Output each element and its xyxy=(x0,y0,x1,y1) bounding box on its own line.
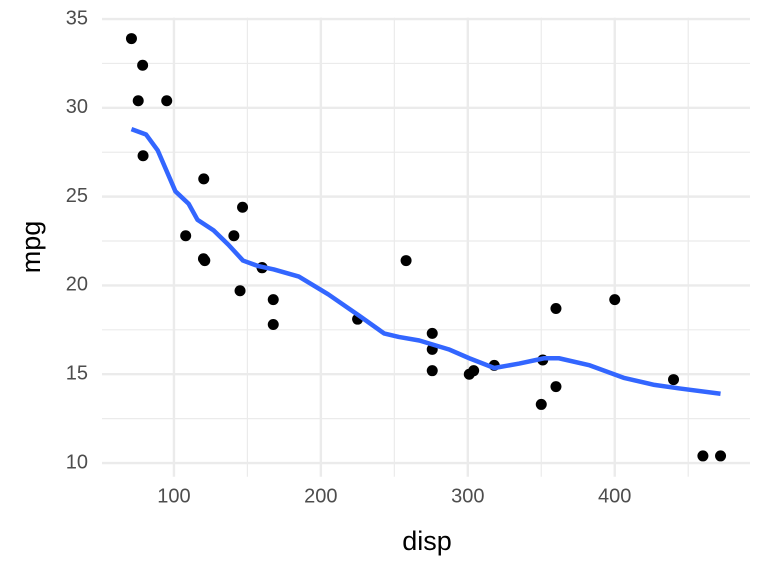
point xyxy=(267,319,279,331)
y-tick-label: 15 xyxy=(66,363,88,385)
point xyxy=(180,230,192,242)
point xyxy=(668,374,680,386)
point xyxy=(426,327,438,339)
point xyxy=(234,285,246,297)
point xyxy=(550,303,562,315)
point xyxy=(426,365,438,377)
y-tick-label: 30 xyxy=(66,96,88,118)
y-tick-label: 25 xyxy=(66,185,88,207)
y-tick-label: 10 xyxy=(66,451,88,473)
point xyxy=(267,294,279,306)
x-axis-title: disp xyxy=(402,526,452,556)
point xyxy=(199,255,211,267)
x-tick-label: 100 xyxy=(157,485,190,507)
point xyxy=(609,294,621,306)
x-tick-label: 300 xyxy=(451,485,484,507)
point xyxy=(161,95,173,107)
point xyxy=(137,150,149,162)
point xyxy=(237,201,249,213)
y-tick-label: 20 xyxy=(66,274,88,296)
smooth-line xyxy=(130,127,721,397)
x-tick-label: 400 xyxy=(598,485,631,507)
point xyxy=(550,381,562,393)
point xyxy=(535,398,547,410)
point xyxy=(697,450,709,462)
point xyxy=(400,255,412,267)
y-axis-title: mpg xyxy=(16,221,46,274)
plot-area xyxy=(125,33,727,462)
point xyxy=(198,173,210,185)
point xyxy=(137,59,149,71)
point xyxy=(125,33,137,45)
point xyxy=(463,368,475,380)
x-tick-label: 200 xyxy=(304,485,337,507)
y-tick-label: 35 xyxy=(66,7,88,29)
point xyxy=(715,450,727,462)
point xyxy=(132,95,144,107)
point xyxy=(228,230,240,242)
grid xyxy=(102,17,750,477)
